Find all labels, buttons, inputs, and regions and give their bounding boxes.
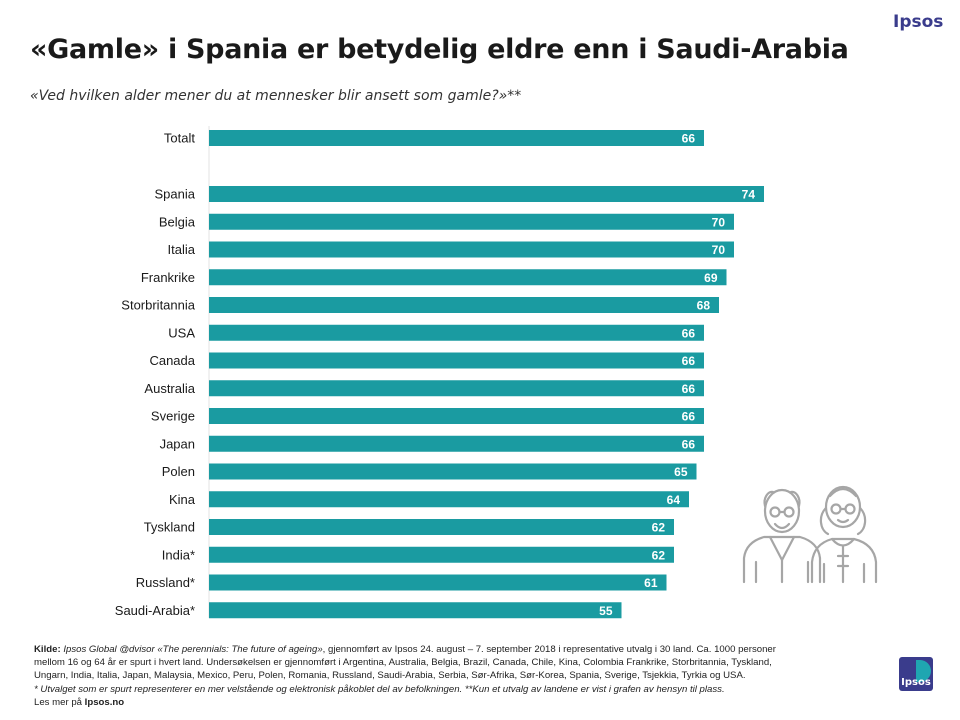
ipsos-brand-text: Ipsos (893, 12, 944, 32)
data-label: 62 (652, 521, 666, 535)
read-more-prefix: Les mer på (34, 696, 85, 708)
read-more-link[interactable]: Ipsos.no (84, 696, 125, 708)
bar-australia (209, 380, 704, 397)
category-label: Italia (168, 242, 196, 257)
data-label: 66 (682, 132, 696, 146)
category-label: Canada (149, 353, 195, 368)
source-study: Ipsos Global @dvisor «The perennials: Th… (63, 644, 323, 655)
data-label: 70 (712, 243, 726, 257)
category-label: Russland* (136, 575, 195, 590)
data-label: 55 (599, 604, 613, 618)
bar-japan (209, 435, 704, 452)
data-label: 62 (652, 548, 666, 562)
data-label: 68 (697, 299, 711, 313)
source-note: Kilde: Ipsos Global @dvisor «The perenni… (34, 643, 884, 709)
bar-kina (209, 491, 689, 508)
data-label: 66 (682, 410, 696, 424)
bar-russland (209, 574, 667, 591)
category-label: Spania (155, 187, 196, 202)
data-label: 65 (674, 465, 688, 479)
data-label: 70 (712, 215, 726, 229)
category-label: Australia (144, 381, 195, 396)
data-label: 69 (704, 271, 718, 285)
category-label: Saudi-Arabia* (115, 603, 195, 618)
bar-india (209, 546, 674, 563)
bar-italia (209, 241, 734, 258)
data-label: 66 (682, 326, 696, 340)
category-label: Polen (162, 464, 195, 479)
category-label: Japan (160, 436, 195, 451)
bar-spania (209, 186, 764, 202)
bar-frankrike (209, 269, 727, 286)
bar-totalt (209, 130, 704, 146)
category-label: Frankrike (141, 270, 195, 285)
bar-tyskland (209, 519, 674, 535)
ipsos-logo-text: Ipsos (901, 677, 931, 688)
ipsos-logo-arc (916, 660, 931, 682)
source-footnote: * Utvalget som er spurt representerer en… (34, 683, 725, 695)
category-label: Sverige (151, 409, 195, 424)
category-label: USA (168, 325, 195, 340)
category-label: India* (162, 547, 195, 562)
bar-storbritannia (209, 297, 719, 313)
data-label: 64 (667, 493, 681, 507)
chart-subtitle: «Ved hvilken alder mener du at mennesker… (30, 88, 522, 104)
source-line-1: , gjennomført av Ipsos 24. august – 7. s… (322, 644, 776, 655)
category-label: Belgia (159, 214, 196, 229)
data-label: 74 (742, 188, 756, 202)
data-label: 61 (644, 576, 658, 590)
bar-belgia (209, 213, 734, 230)
source-line-3: Ungarn, India, Italia, Japan, Malaysia, … (34, 670, 746, 682)
category-label: Kina (169, 492, 196, 507)
category-label: Storbritannia (121, 298, 195, 313)
data-label: 66 (682, 382, 696, 396)
page-title: «Gamle» i Spania er betydelig eldre enn … (30, 34, 849, 65)
elderly-couple-icon (742, 485, 878, 584)
source-line-2: mellom 16 og 64 år er spurt i hvert land… (34, 657, 772, 669)
bar-sverige (209, 408, 704, 424)
bar-chart: Totalt 66 Spania 74 Belgia 70 Italia 70 Frankrik… (115, 126, 764, 619)
bar-canada (209, 352, 704, 369)
data-label: 66 (682, 437, 696, 451)
bar-polen (209, 463, 697, 480)
bar-saudi-arabia (209, 602, 622, 619)
category-label: Tyskland (144, 520, 195, 535)
category-label: Totalt (164, 131, 195, 146)
bar-usa (209, 324, 704, 341)
source-label: Kilde: (34, 644, 61, 655)
data-label: 66 (682, 354, 696, 368)
